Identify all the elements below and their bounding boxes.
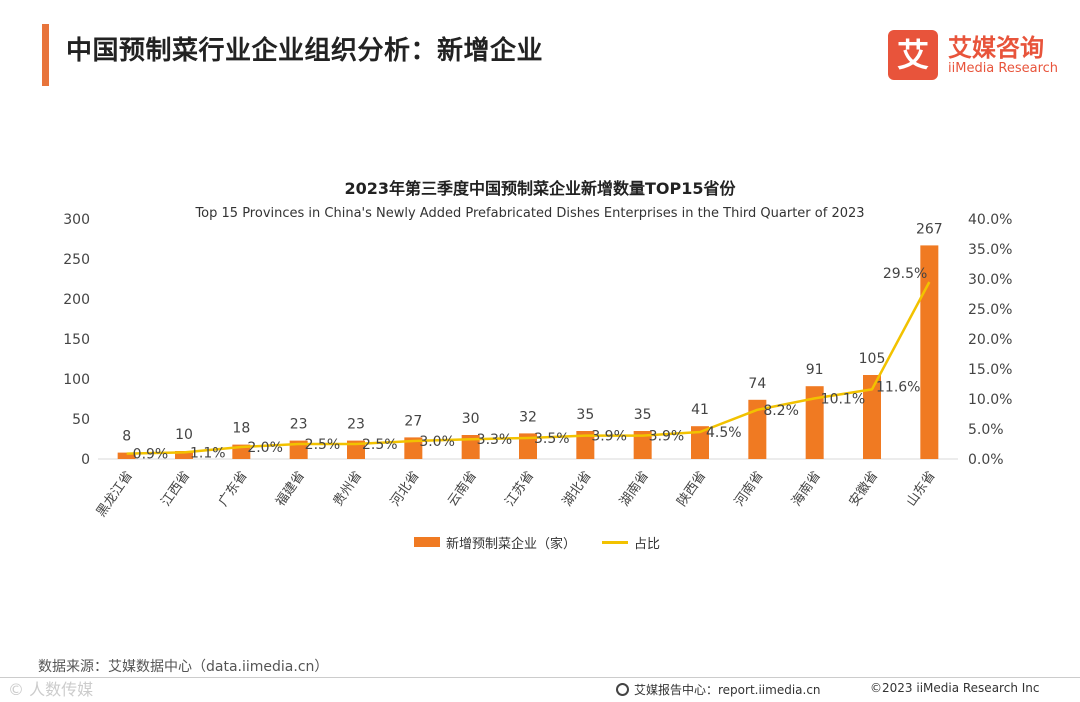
- bar: [117, 452, 136, 459]
- bar: [175, 451, 193, 459]
- footer-report-link[interactable]: 艾媒报告中心：report.iimedia.cn: [634, 683, 821, 697]
- logo-english-name: iiMedia Research: [948, 61, 1059, 76]
- bar-value-label: 23: [347, 417, 365, 433]
- logo-chinese-name: 艾媒咨询: [948, 34, 1044, 62]
- legend-line-label: 占比: [634, 536, 661, 552]
- line-value-label: 3.9%: [591, 429, 627, 445]
- footer-report-center[interactable]: 艾媒报告中心：report.iimedia.cn: [616, 681, 821, 698]
- x-category-label: 江西省: [159, 469, 194, 510]
- x-category-label: 山东省: [904, 469, 939, 510]
- line-value-label: 3.5%: [534, 431, 570, 447]
- legend-line-swatch: [602, 540, 629, 544]
- logo-mark-icon: 艾: [888, 30, 938, 80]
- bar: [863, 375, 881, 459]
- legend-bar-label: 新增预制菜企业（家）: [446, 536, 577, 552]
- footer-divider: [0, 677, 1080, 678]
- bar: [805, 386, 824, 459]
- line-value-label: 2.5%: [305, 437, 341, 453]
- x-category-label: 陕西省: [675, 469, 710, 510]
- y-right-tick-label: 15.0%: [968, 362, 1012, 378]
- y-right-tick-label: 25.0%: [968, 302, 1012, 318]
- y-right-tick-label: 10.0%: [968, 392, 1012, 408]
- y-right-tick-label: 20.0%: [968, 332, 1012, 348]
- bar-value-label: 10: [175, 427, 193, 443]
- bar-value-label: 74: [748, 376, 766, 392]
- bar-value-label: 30: [462, 411, 480, 427]
- line-value-label: 2.5%: [362, 437, 398, 453]
- bar-value-label: 41: [691, 402, 709, 418]
- y-right-tick-label: 30.0%: [968, 272, 1012, 288]
- x-category-label: 安徽省: [847, 469, 882, 510]
- line-value-label: 29.5%: [883, 266, 927, 282]
- bar: [576, 431, 595, 459]
- x-category-label: 贵州省: [331, 469, 366, 510]
- y-right-tick-label: 0.0%: [968, 452, 1004, 468]
- line-value-label: 2.0%: [247, 440, 283, 456]
- footer-copyright: ©2023 iiMedia Research Inc: [870, 681, 1040, 695]
- chart-subtitle: Top 15 Provinces in China's Newly Added …: [195, 206, 865, 221]
- bar-value-label: 91: [806, 362, 824, 378]
- x-category-label: 河南省: [731, 468, 766, 509]
- chart-title: 2023年第三季度中国预制菜企业新增数量TOP15省份: [344, 179, 736, 198]
- line-value-label: 0.9%: [133, 447, 169, 463]
- x-category-label: 云南省: [444, 468, 479, 509]
- line-value-label: 3.9%: [649, 429, 685, 445]
- brand-logo: 艾 艾媒咨询 iiMedia Research: [888, 30, 1068, 82]
- line-value-label: 11.6%: [876, 379, 920, 395]
- x-category-label: 湖北省: [560, 469, 595, 510]
- bar-value-label: 27: [404, 413, 422, 429]
- bar-value-label: 35: [634, 407, 652, 423]
- title-accent-bar: [42, 24, 49, 86]
- bar: [404, 437, 423, 459]
- x-category-label: 广东省: [216, 469, 251, 510]
- y-left-tick-label: 200: [63, 292, 90, 308]
- bar-value-label: 105: [859, 351, 886, 367]
- line-value-label: 3.3%: [477, 432, 513, 448]
- y-left-tick-label: 150: [63, 332, 90, 348]
- x-category-label: 江苏省: [502, 468, 537, 509]
- report-globe-icon: [616, 683, 629, 696]
- y-right-tick-label: 35.0%: [968, 242, 1012, 258]
- y-right-tick-label: 5.0%: [968, 422, 1004, 438]
- data-source: 数据来源：艾媒数据中心（data.iimedia.cn）: [38, 659, 329, 675]
- bar: [691, 426, 709, 459]
- bar-value-label: 267: [916, 221, 943, 237]
- y-left-tick-label: 50: [72, 412, 90, 428]
- y-left-tick-label: 100: [63, 372, 90, 388]
- bar: [920, 245, 939, 459]
- bar-value-label: 8: [122, 429, 131, 445]
- x-category-label: 福建省: [273, 469, 308, 510]
- bar: [633, 431, 652, 459]
- bar-value-label: 32: [519, 409, 537, 425]
- line-value-label: 8.2%: [763, 403, 799, 419]
- x-category-label: 湖南省: [616, 468, 651, 509]
- line-value-label: 1.1%: [190, 445, 226, 461]
- line-value-label: 4.5%: [706, 425, 742, 441]
- chart-legend: 新增预制菜企业（家） 占比: [414, 532, 660, 552]
- bar: [519, 433, 537, 459]
- x-category-label: 黑龙江省: [94, 469, 136, 520]
- line-value-label: 10.1%: [821, 391, 865, 407]
- bar-value-label: 23: [290, 417, 308, 433]
- y-left-tick-label: 300: [63, 212, 90, 228]
- share-line: [126, 281, 931, 455]
- x-category-label: 河北省: [388, 469, 423, 510]
- bar-value-label: 18: [232, 421, 250, 437]
- y-left-tick-label: 0: [81, 452, 90, 468]
- bar-value-label: 35: [576, 407, 594, 423]
- line-value-label: 3.0%: [419, 434, 455, 450]
- y-left-tick-label: 250: [63, 252, 90, 268]
- legend-bar-swatch: [414, 537, 440, 547]
- x-category-label: 海南省: [788, 468, 823, 509]
- page-title: 中国预制菜行业企业组织分析：新增企业: [66, 36, 544, 66]
- bar: [748, 399, 767, 459]
- y-right-tick-label: 40.0%: [968, 212, 1012, 228]
- footer-watermark: © 人数传媒: [8, 680, 94, 699]
- bar: [461, 435, 480, 459]
